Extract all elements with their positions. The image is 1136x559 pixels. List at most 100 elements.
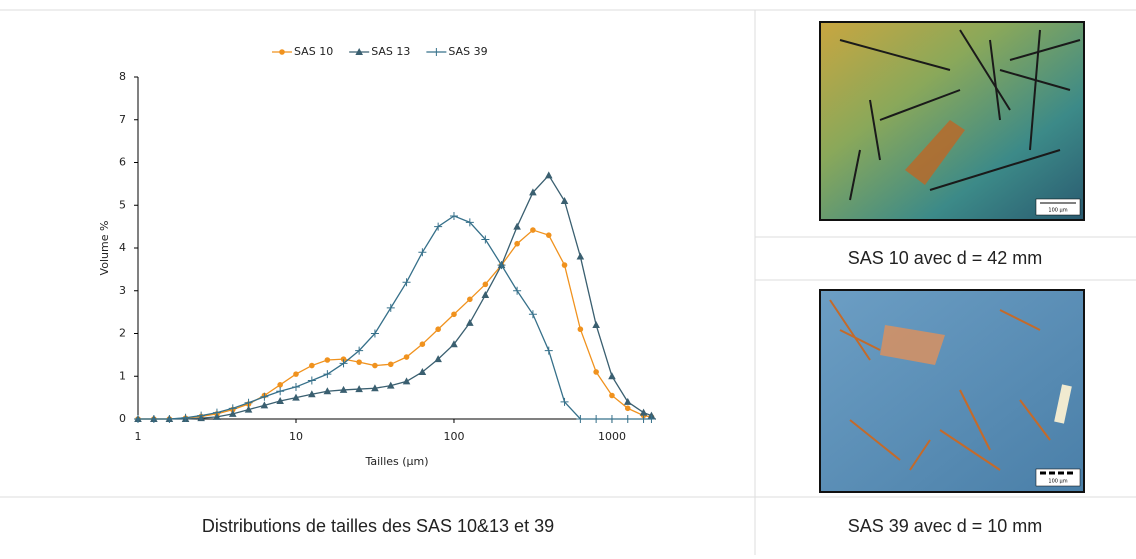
image-caption: SAS 39 avec d = 10 mm <box>848 516 1043 536</box>
point <box>497 261 506 270</box>
series-line <box>138 215 652 420</box>
point <box>560 397 569 406</box>
point <box>608 372 616 380</box>
point <box>181 413 190 422</box>
point <box>307 376 316 385</box>
point <box>592 415 601 423</box>
point <box>324 357 331 363</box>
point <box>544 346 553 355</box>
x-axis-label: Tailles (µm) <box>364 455 428 468</box>
point <box>577 326 584 333</box>
point <box>529 188 537 196</box>
point <box>514 240 520 247</box>
y-axis-label: Volume % <box>98 221 111 276</box>
point <box>276 397 284 405</box>
legend-label: SAS 39 <box>448 45 487 58</box>
point <box>355 385 363 393</box>
point <box>370 329 379 338</box>
point <box>576 252 585 260</box>
x-tick-label: 100 <box>443 430 464 443</box>
point <box>339 385 348 393</box>
point <box>639 415 648 423</box>
legend-marker <box>279 49 285 55</box>
point <box>418 367 427 375</box>
point <box>293 371 299 377</box>
point <box>593 369 599 375</box>
point <box>386 381 395 389</box>
micrograph: 100 µm <box>819 21 1085 221</box>
point <box>309 362 315 369</box>
point <box>403 354 410 360</box>
point <box>386 303 395 312</box>
point <box>371 384 379 392</box>
y-tick-label: 0 <box>119 412 126 425</box>
point <box>323 387 332 395</box>
point <box>165 415 174 423</box>
point <box>482 281 489 288</box>
point <box>481 235 490 244</box>
y-tick-label: 6 <box>119 156 126 169</box>
point <box>560 196 569 204</box>
point <box>402 377 411 385</box>
table-borders <box>0 9 1136 555</box>
x-tick-label: 10 <box>289 430 303 443</box>
chart-caption: Distributions de tailles des SAS 10&13 e… <box>202 516 554 536</box>
point <box>435 326 441 333</box>
point <box>528 310 537 319</box>
y-tick-label: 2 <box>119 327 126 340</box>
point <box>530 227 536 233</box>
legend-item: SAS 13 <box>349 45 410 58</box>
point <box>149 415 158 423</box>
point <box>609 392 615 399</box>
series-line <box>138 174 652 420</box>
point <box>434 222 443 231</box>
scale-bar-label: 100 µm <box>1048 208 1067 214</box>
scale-bar-label: 100 µm <box>1048 479 1067 485</box>
legend-item: SAS 10 <box>272 45 333 58</box>
point <box>387 361 394 368</box>
point <box>624 405 631 412</box>
point <box>355 346 364 355</box>
legend-item: SAS 39 <box>426 45 488 58</box>
point <box>402 278 411 287</box>
point <box>449 211 458 220</box>
point <box>339 359 348 368</box>
y-tick-label: 8 <box>119 70 126 83</box>
y-tick-label: 1 <box>119 369 126 382</box>
point <box>623 415 632 423</box>
series-line <box>138 229 652 420</box>
point <box>197 411 206 420</box>
point <box>277 382 283 388</box>
point <box>647 415 656 423</box>
point <box>340 356 347 362</box>
point <box>451 311 457 318</box>
image-caption: SAS 10 avec d = 42 mm <box>848 248 1043 268</box>
point <box>244 398 253 407</box>
point <box>607 415 616 423</box>
point <box>467 296 473 303</box>
y-tick-label: 7 <box>119 113 126 126</box>
point <box>244 405 253 413</box>
point <box>419 341 426 347</box>
point <box>356 359 362 365</box>
y-tick-label: 4 <box>119 241 126 254</box>
point <box>372 362 378 369</box>
point <box>212 408 221 417</box>
point <box>228 404 237 413</box>
micrograph: 100 µm <box>819 289 1085 493</box>
point <box>450 340 458 348</box>
y-tick-label: 5 <box>119 198 126 211</box>
point <box>513 286 522 295</box>
x-tick-label: 1000 <box>598 430 626 443</box>
point <box>513 222 521 230</box>
point <box>465 218 474 227</box>
x-tick-label: 1 <box>135 430 142 443</box>
point <box>291 382 300 391</box>
point <box>228 409 237 417</box>
point <box>308 390 316 398</box>
y-tick-label: 3 <box>119 284 126 297</box>
point <box>292 393 300 401</box>
point <box>276 387 285 396</box>
